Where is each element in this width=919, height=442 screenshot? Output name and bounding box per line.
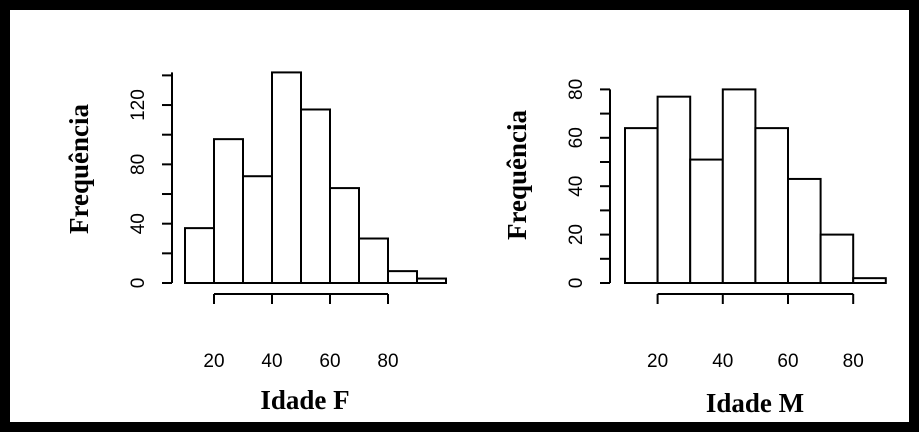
- histogram-bar: [242, 175, 273, 284]
- x-tick-label: 40: [712, 351, 733, 372]
- histogram-bar: [852, 277, 887, 285]
- histogram-bar: [689, 158, 724, 284]
- x-axis-title: Idade F: [260, 385, 349, 415]
- x-tick-label: 60: [319, 351, 340, 372]
- x-axis: 20 40 60 80: [203, 293, 399, 372]
- histogram-male: 20 40 60 80 0 20 40 60 80 Idade M Frequência: [502, 79, 887, 418]
- histogram-bar: [271, 71, 302, 284]
- x-tick-label: 80: [843, 351, 864, 372]
- x-tick-label: 20: [647, 351, 668, 372]
- figure-frame: 20 40 60 80 0 40 80 120 Idade F Frequência 20 4…: [0, 0, 919, 432]
- histogram-female: 20 40 60 80 0 40 80 120 Idade F Frequência: [64, 71, 447, 415]
- y-tick-label: 80: [566, 79, 587, 100]
- histogram-bar: [787, 177, 822, 284]
- histogram-bar: [387, 270, 418, 284]
- y-tick-label: 0: [566, 278, 587, 289]
- y-tick-label: 60: [566, 127, 587, 148]
- y-axis: 0 40 80 120: [128, 72, 173, 289]
- x-tick-label: 40: [261, 351, 282, 372]
- x-axis-title: Idade M: [706, 388, 804, 418]
- histogram-bar: [300, 108, 331, 284]
- histogram-bar: [721, 88, 757, 285]
- histogram-bar: [213, 138, 244, 284]
- y-tick-label: 120: [128, 89, 149, 121]
- x-tick-label: 80: [377, 351, 398, 372]
- y-tick-label: 40: [128, 213, 149, 234]
- y-axis: 0 20 40 60 80: [566, 79, 611, 289]
- x-tick-label: 20: [203, 351, 224, 372]
- y-tick-label: 0: [128, 278, 149, 289]
- histogram-bar: [358, 237, 389, 284]
- histogram-bar: [416, 277, 447, 284]
- histogram-bar: [329, 187, 360, 284]
- x-tick-label: 60: [777, 351, 798, 372]
- y-axis-title: Frequência: [64, 104, 94, 234]
- histogram-bar: [656, 95, 692, 284]
- histogram-bar: [819, 233, 855, 285]
- histogram-bar: [624, 127, 659, 285]
- y-tick-label: 80: [128, 154, 149, 175]
- histogram-figure: 20 40 60 80 0 40 80 120 Idade F Frequência 20 4…: [64, 71, 887, 418]
- y-tick-label: 20: [566, 224, 587, 245]
- histogram-bar: [184, 227, 215, 284]
- y-tick-label: 40: [566, 176, 587, 197]
- y-axis-title: Frequência: [502, 110, 532, 240]
- x-axis: 20 40 60 80: [647, 293, 864, 372]
- histogram-bar: [754, 127, 790, 285]
